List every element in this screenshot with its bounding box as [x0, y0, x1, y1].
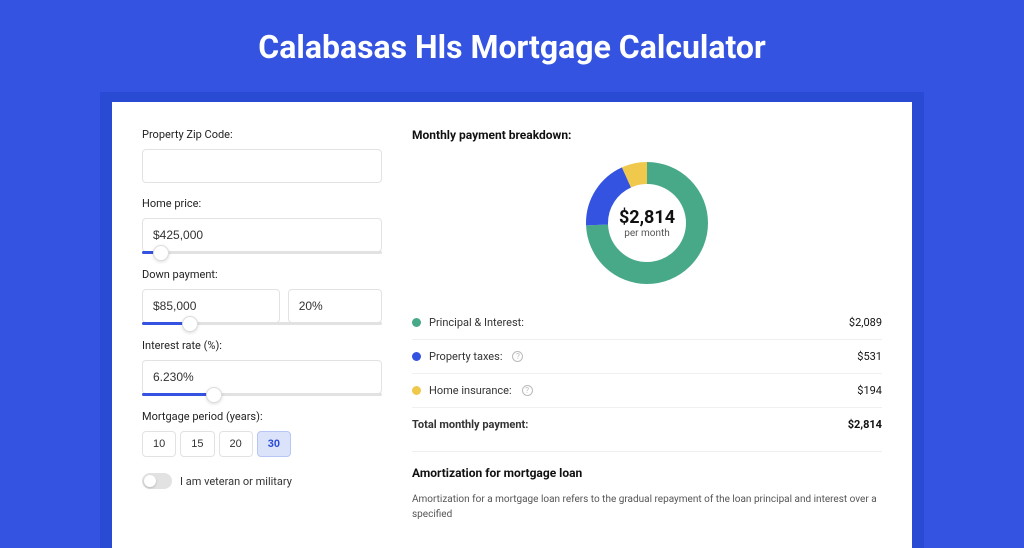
donut-sub: per month: [624, 228, 670, 239]
period-option-10[interactable]: 10: [142, 431, 176, 457]
interest-input[interactable]: [142, 360, 382, 394]
interest-field: Interest rate (%):: [142, 339, 382, 396]
amortization-section: Amortization for mortgage loan Amortizat…: [412, 451, 882, 522]
legend-value: $2,089: [849, 316, 882, 329]
breakdown-legend: Principal & Interest: $2,089 Property taxe…: [412, 306, 882, 407]
veteran-toggle[interactable]: [142, 473, 172, 489]
home-price-slider-thumb[interactable]: [153, 245, 169, 261]
total-label: Total monthly payment:: [412, 418, 528, 431]
down-payment-field: Down payment:: [142, 268, 382, 325]
period-option-15[interactable]: 15: [180, 431, 214, 457]
period-option-30[interactable]: 30: [257, 431, 291, 457]
donut-center: $2,814 per month: [582, 158, 712, 288]
legend-row: Principal & Interest: $2,089: [412, 306, 882, 339]
total-row: Total monthly payment: $2,814: [412, 407, 882, 441]
home-price-slider[interactable]: [142, 251, 382, 254]
zip-field: Property Zip Code:: [142, 128, 382, 183]
veteran-row: I am veteran or military: [142, 473, 382, 489]
down-payment-label: Down payment:: [142, 268, 382, 281]
home-price-label: Home price:: [142, 197, 382, 210]
zip-label: Property Zip Code:: [142, 128, 382, 141]
down-payment-pct-input[interactable]: [288, 289, 382, 323]
legend-value: $194: [857, 384, 882, 397]
down-payment-slider[interactable]: [142, 322, 382, 325]
total-value: $2,814: [848, 418, 882, 431]
page-title: Calabasas Hls Mortgage Calculator: [0, 0, 1024, 92]
info-icon[interactable]: ?: [512, 351, 523, 362]
period-field: Mortgage period (years): 10152030: [142, 410, 382, 457]
legend-label: Property taxes:: [429, 350, 502, 363]
interest-slider[interactable]: [142, 393, 382, 396]
legend-row: Home insurance:? $194: [412, 373, 882, 407]
inner-panel: Property Zip Code: Home price: Down paym…: [100, 92, 924, 548]
legend-row: Property taxes:? $531: [412, 339, 882, 373]
veteran-label: I am veteran or military: [180, 475, 292, 488]
interest-slider-thumb[interactable]: [206, 387, 222, 403]
calculator-card: Property Zip Code: Home price: Down paym…: [112, 102, 912, 548]
breakdown-column: Monthly payment breakdown: $2,814 per mo…: [412, 128, 882, 522]
breakdown-title: Monthly payment breakdown:: [412, 128, 882, 142]
home-price-input[interactable]: [142, 218, 382, 252]
period-label: Mortgage period (years):: [142, 410, 382, 423]
legend-value: $531: [857, 350, 882, 363]
period-options: 10152030: [142, 431, 382, 457]
legend-dot: [412, 318, 421, 327]
legend-label: Home insurance:: [429, 384, 512, 397]
period-option-20[interactable]: 20: [219, 431, 253, 457]
donut-chart: $2,814 per month: [582, 158, 712, 288]
donut-amount: $2,814: [619, 207, 675, 228]
zip-input[interactable]: [142, 149, 382, 183]
down-payment-slider-thumb[interactable]: [182, 316, 198, 332]
form-column: Property Zip Code: Home price: Down paym…: [142, 128, 382, 522]
interest-label: Interest rate (%):: [142, 339, 382, 352]
home-price-field: Home price:: [142, 197, 382, 254]
veteran-toggle-knob: [144, 475, 156, 487]
amortization-text: Amortization for a mortgage loan refers …: [412, 492, 882, 522]
legend-dot: [412, 386, 421, 395]
legend-dot: [412, 352, 421, 361]
down-payment-input[interactable]: [142, 289, 280, 323]
amortization-title: Amortization for mortgage loan: [412, 466, 882, 480]
info-icon[interactable]: ?: [522, 385, 533, 396]
legend-label: Principal & Interest:: [429, 316, 524, 329]
donut-chart-container: $2,814 per month: [412, 154, 882, 306]
